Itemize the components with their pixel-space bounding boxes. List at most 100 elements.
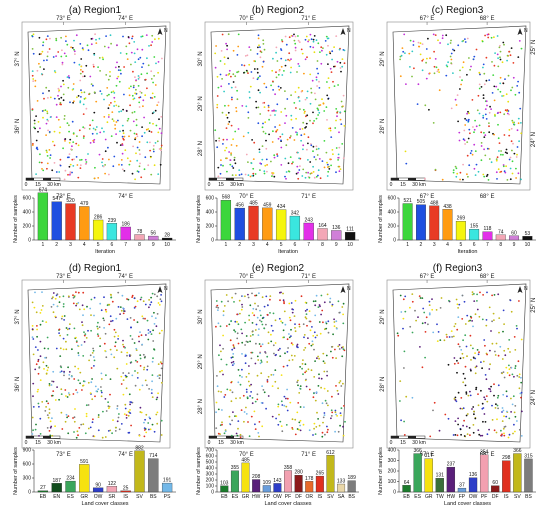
- sample-point: [68, 371, 71, 373]
- sample-point: [474, 313, 477, 316]
- sample-point: [493, 394, 495, 397]
- sample-point: [497, 293, 500, 296]
- data-label: 131: [436, 473, 445, 479]
- sample-point: [237, 45, 240, 48]
- sample-point: [506, 112, 509, 115]
- sample-point: [493, 429, 496, 432]
- sample-point: [37, 121, 40, 123]
- sample-point: [334, 348, 336, 351]
- bar: [273, 483, 282, 493]
- sample-point: [141, 126, 144, 128]
- sample-point: [224, 149, 226, 152]
- sample-point: [225, 325, 228, 327]
- sample-point: [241, 105, 244, 107]
- sample-point: [325, 354, 328, 357]
- sample-point: [299, 419, 302, 422]
- lon-label-top: 67° E: [420, 274, 435, 280]
- sample-point: [333, 46, 335, 48]
- sample-point: [272, 130, 274, 133]
- sample-point: [151, 97, 154, 99]
- sample-point: [452, 171, 455, 174]
- sample-point: [107, 401, 109, 404]
- sample-point: [48, 384, 51, 387]
- sample-point: [467, 137, 470, 140]
- sample-point: [328, 168, 331, 170]
- sample-point: [500, 153, 502, 156]
- sample-point: [105, 410, 108, 412]
- sample-point: [87, 329, 89, 332]
- sample-point: [449, 55, 452, 58]
- sample-point: [283, 336, 285, 339]
- sample-point: [60, 388, 63, 391]
- sample-point: [316, 357, 318, 360]
- sample-point: [457, 417, 459, 420]
- sample-point: [445, 64, 448, 67]
- sample-point: [153, 56, 156, 58]
- sample-point: [257, 334, 260, 336]
- sample-point: [220, 391, 223, 393]
- bar: [148, 235, 159, 241]
- sample-point: [61, 49, 63, 52]
- sample-point: [318, 373, 320, 376]
- sample-point: [215, 411, 218, 414]
- sample-point: [472, 406, 475, 408]
- sample-point: [230, 152, 233, 155]
- sample-point: [323, 301, 326, 304]
- sample-point: [454, 98, 457, 101]
- bar: [347, 480, 356, 493]
- sample-point: [333, 318, 335, 321]
- sample-point: [342, 348, 345, 351]
- sample-point: [285, 397, 287, 400]
- sample-point: [58, 98, 60, 100]
- north-label: N: [347, 28, 351, 34]
- sample-point: [231, 165, 234, 168]
- sample-point: [129, 403, 132, 406]
- sample-point: [120, 351, 123, 353]
- sample-point: [240, 308, 243, 311]
- sample-point: [100, 372, 103, 375]
- sample-point: [446, 336, 448, 338]
- sample-point: [66, 396, 69, 398]
- sample-point: [128, 163, 131, 166]
- sample-point: [409, 39, 412, 42]
- sample-point: [48, 412, 51, 414]
- sample-point: [280, 57, 283, 60]
- sample-point: [54, 315, 57, 318]
- sample-point: [343, 405, 345, 407]
- sample-point: [499, 58, 502, 61]
- sample-point: [57, 87, 60, 90]
- sample-point: [289, 156, 292, 159]
- sample-point: [136, 372, 139, 374]
- sample-point: [310, 87, 312, 90]
- sample-point: [279, 355, 282, 357]
- sample-point: [132, 70, 134, 73]
- sample-point: [513, 336, 516, 338]
- sample-point: [412, 40, 415, 43]
- sample-point: [314, 360, 316, 362]
- sample-point: [275, 417, 277, 420]
- sample-point: [138, 388, 141, 391]
- sample-point: [307, 171, 309, 174]
- y-axis-label: Number of samples: [378, 447, 384, 495]
- lat-label-left: 37° N: [15, 309, 21, 324]
- sample-point: [35, 173, 37, 176]
- sample-point: [161, 329, 163, 332]
- sample-point: [457, 44, 460, 47]
- sample-point: [502, 393, 505, 396]
- sample-point: [130, 63, 132, 66]
- x-tick-label: BS: [348, 494, 355, 500]
- sample-point: [109, 393, 111, 396]
- sample-point: [267, 395, 270, 397]
- sample-point: [482, 116, 485, 119]
- sample-point: [303, 334, 306, 336]
- sample-point: [460, 83, 462, 86]
- x-tick-label: 5: [459, 242, 462, 248]
- sample-point: [238, 299, 241, 302]
- sample-point: [496, 404, 499, 407]
- x-tick-label: 8: [321, 242, 324, 248]
- sample-point: [157, 37, 160, 40]
- sample-point: [153, 430, 156, 433]
- sample-point: [79, 164, 82, 167]
- sample-point: [317, 72, 319, 75]
- sample-point: [80, 158, 83, 161]
